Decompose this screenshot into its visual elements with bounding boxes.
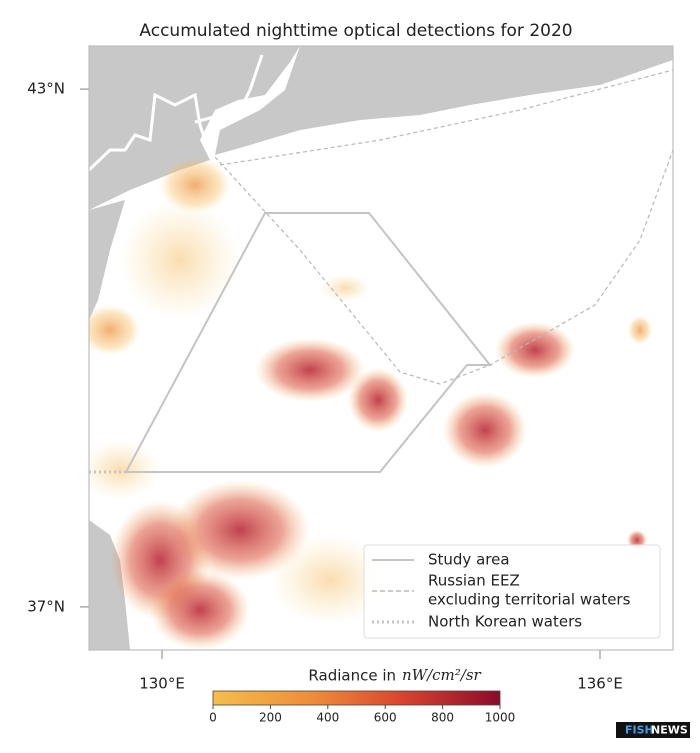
border — [89, 92, 212, 172]
logo-box — [616, 722, 690, 738]
detections — [443, 392, 527, 468]
border — [194, 54, 264, 124]
detections — [89, 440, 160, 500]
land — [215, 46, 673, 155]
colorbar — [212, 690, 501, 706]
eez-line — [214, 149, 673, 385]
legend: Study area Russian EEZ excluding territo… — [363, 544, 661, 639]
logo-text: NEWS — [651, 724, 688, 737]
colorbar-tick-label: 0 — [209, 711, 217, 725]
y-tick-label: 43°N — [27, 80, 65, 98]
colorbar-label: Radiance in — [308, 667, 396, 685]
colorbar-tick-label: 600 — [374, 711, 397, 725]
land — [89, 200, 125, 320]
land — [89, 520, 130, 650]
x-tick-label: 130°E — [139, 675, 185, 693]
legend-label: excluding territorial waters — [428, 591, 631, 609]
y-tick-label: 37°N — [27, 597, 65, 615]
detections — [89, 305, 140, 355]
logo-text: FISH — [625, 724, 654, 737]
detections — [348, 368, 408, 432]
colorbar-tick-label: 1000 — [485, 711, 516, 725]
legend-box — [363, 544, 661, 639]
colorbar-tick-label: 400 — [316, 711, 339, 725]
detections — [120, 200, 240, 320]
colorbar-unit: nW/cm²/sr — [402, 666, 482, 684]
detections — [628, 316, 652, 344]
detections — [495, 322, 575, 378]
x-tick-label: 136°E — [577, 675, 623, 693]
detections — [270, 535, 390, 625]
detections — [320, 274, 370, 302]
map-area — [89, 46, 673, 650]
detections — [150, 570, 250, 650]
legend-label: Russian EEZ — [428, 572, 520, 590]
land — [89, 46, 300, 210]
frame — [88, 45, 674, 651]
detections — [255, 338, 365, 402]
detections — [160, 157, 230, 213]
eez-line — [219, 69, 673, 166]
legend-label: North Korean waters — [428, 613, 582, 631]
colorbar-tick-label: 800 — [431, 711, 454, 725]
legend-label: Study area — [428, 551, 510, 569]
map-title: Accumulated nighttime optical detections… — [139, 21, 572, 41]
colorbar-tick-label: 200 — [259, 711, 282, 725]
